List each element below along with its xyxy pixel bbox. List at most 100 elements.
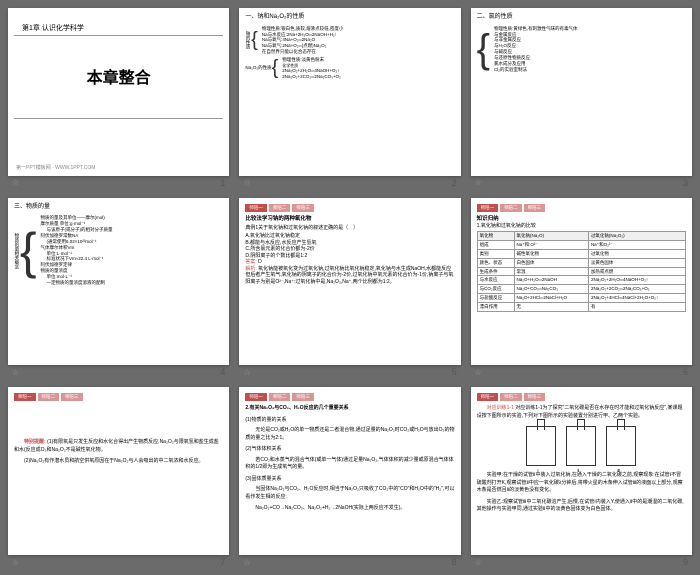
table-row: 与水反应Na₂O+H₂O═2NaOH2Na₂O₂+2H₂O═4NaOH+O₂↑ — [477, 276, 685, 285]
tab-2[interactable]: 师陪二 — [500, 204, 522, 212]
table-row: 组成Na⁺和:O²⁻Na⁺和O₂²⁻ — [477, 240, 685, 249]
slide-wrapper-8: 师陪一 师陪二 师陪三 2.有关Na₂O₂与CO₂、H₂O反应的几个重要关系 (… — [239, 387, 460, 567]
tab-1[interactable]: 师陪一 — [477, 204, 499, 212]
slide-footer-7: ☆ 7 — [8, 555, 229, 567]
tab-bar: 师陪一 师陪二 师陪三 — [245, 204, 454, 212]
tab-2[interactable]: 师陪二 — [269, 204, 291, 212]
bracket-icon: { — [272, 62, 279, 74]
page-number: 9 — [683, 557, 688, 567]
slide-footer-2: ☆ 2 — [239, 176, 460, 188]
page-number: 5 — [452, 367, 457, 377]
bracket-icon: { — [477, 37, 490, 61]
star-icon[interactable]: ☆ — [475, 368, 482, 377]
star-icon[interactable]: ☆ — [12, 178, 19, 187]
slide-2[interactable]: 一、钠和Na₂O₂的性质 钠的性质 { 物理性质:银白色,质软,熔沸点较低,密度… — [239, 8, 460, 176]
tab-3[interactable]: 师陪三 — [292, 204, 314, 212]
slide-wrapper-7: 师陪一 师陪二 师陪三 特别提醒: (1)有限氧是只发生反应和水化合得出产生物质… — [8, 387, 229, 567]
slide-wrapper-3: 二、氯的性质 { 物理性质:黄绿色,有刺激性气味的有毒气体 与金属反应 与非金属… — [471, 8, 692, 188]
table-row: 颜色、状态白色固体淡黄色固体 — [477, 258, 685, 267]
apparatus-diagram: Ⅰ Ⅱ Ⅲ — [477, 426, 686, 466]
s8-sub3: (3)固体质量关系 — [245, 476, 454, 483]
na-storage: 在自然界只能以化合态存在 — [262, 49, 344, 55]
na2o2-content: 物理性质:淡黄色粉末 化学性质 2Na₂O₂+2H₂O═4NaOH+O₂↑ 2N… — [278, 57, 341, 80]
slide-1[interactable]: 第1章 认识化学科学 本章整合 第一PPT模板网 · WWW.1PPT.COM — [8, 8, 229, 176]
table-row: 类别碱性氧化物过氧化物 — [477, 249, 685, 258]
apparatus-3: Ⅲ — [606, 426, 636, 466]
tab-2[interactable]: 师陪二 — [500, 393, 522, 401]
tab-1[interactable]: 师陪一 — [14, 393, 36, 401]
apparatus-2: Ⅱ — [566, 426, 596, 466]
tab-3[interactable]: 师陪三 — [61, 393, 83, 401]
tab-1[interactable]: 师陪一 — [477, 393, 499, 401]
slide-7[interactable]: 师陪一 师陪二 师陪三 特别提醒: (1)有限氧是只发生反应和水化合得出产生物质… — [8, 387, 229, 555]
table-row: 漂白作用无有 — [477, 302, 685, 311]
na2o2-properties-group: Na₂O₂的性质 { 物理性质:淡黄色粉末 化学性质 2Na₂O₂+2H₂O═4… — [245, 57, 454, 80]
star-icon[interactable]: ☆ — [243, 558, 250, 567]
section-heading: 二、氯的性质 — [477, 14, 686, 22]
page-number: 6 — [683, 367, 688, 377]
na-physical: 物理性质:银白色,质软,熔沸点较低,密度小 — [262, 26, 344, 32]
main-title: 本章整合 — [14, 69, 223, 90]
page-number: 3 — [683, 178, 688, 188]
question-title: 比较法学习钠的两种氧化物 — [245, 216, 454, 223]
s8-sub2: (2)气体体积关系 — [245, 446, 454, 453]
th-2: 过氧化钠(Na₂O₂) — [588, 232, 685, 241]
slide-5[interactable]: 师陪一 师陪二 师陪三 比较法学习钠的两种氧化物 典例1关于氧化钠和过氧化钠的叙… — [239, 198, 460, 366]
s8-eq: Na₂O₂+CO→Na₂CO₃、Na₂O₂+H₂→2NaOH(实际上两反应不发生… — [245, 505, 454, 513]
slide-8[interactable]: 师陪一 师陪二 师陪三 2.有关Na₂O₂与CO₂、H₂O反应的几个重要关系 (… — [239, 387, 460, 555]
apparatus-1: Ⅰ — [526, 426, 556, 466]
bottom-rule — [14, 118, 223, 119]
tab-2[interactable]: 师陪二 — [269, 393, 291, 401]
tab-3[interactable]: 师陪三 — [524, 204, 546, 212]
slide-footer-6: ☆ 6 — [471, 365, 692, 377]
tab-1[interactable]: 师陪一 — [245, 393, 267, 401]
tab-bar: 师陪一 师陪二 师陪三 — [477, 393, 686, 401]
slide-6[interactable]: 师陪一 师陪二 师陪三 知识归纳 1.氧化钠和过氧化钠的比较 氧化物 氧化钠(N… — [471, 198, 692, 366]
star-icon[interactable]: ☆ — [12, 558, 19, 567]
slide-3[interactable]: 二、氯的性质 { 物理性质:黄绿色,有刺激性气味的有毒气体 与金属反应 与非金属… — [471, 8, 692, 176]
explanation-text: 氧化钠能被氧化变为过氧化钠,过氧化钠比氧化钠稳定,氧化钠与水生成NaOH,水都能… — [245, 266, 453, 285]
comparison-table: 氧化物 氧化钠(Na₂O) 过氧化钠(Na₂O₂) 组成Na⁺和:O²⁻Na⁺和… — [477, 231, 686, 312]
answer-label: 答案: — [245, 259, 256, 265]
source-label: 第一PPT模板网 · WWW.1PPT.COM — [16, 165, 95, 172]
subtitle: 1.氧化钠和过氧化钠的比较 — [477, 223, 686, 230]
exp1: 实验甲:在干燥的试管Ⅱ中装入过氧化钠,在通入干燥的二氧化碳之前,观察现象:在试管… — [477, 472, 686, 495]
slide-wrapper-6: 师陪一 师陪二 师陪三 知识归纳 1.氧化钠和过氧化钠的比较 氧化物 氧化钠(N… — [471, 198, 692, 378]
page-number: 8 — [452, 557, 457, 567]
star-icon[interactable]: ☆ — [475, 558, 482, 567]
cl-item-6: Cl₂的实验室制法 — [494, 67, 578, 73]
cl-content: 物理性质:黄绿色,有刺激性气味的有毒气体 与金属反应 与非金属反应 与H₂O反应… — [490, 26, 578, 73]
star-icon[interactable]: ☆ — [243, 178, 250, 187]
title-rule — [14, 35, 223, 36]
tab-3[interactable]: 师陪三 — [524, 393, 546, 401]
page-number: 7 — [220, 557, 225, 567]
tab-3[interactable]: 师陪三 — [292, 393, 314, 401]
chapter-label: 第1章 认识化学科学 — [22, 24, 223, 33]
na2o2-eq2: 2Na₂O₂+2CO₂═2Na₂CO₃+O₂ — [282, 74, 341, 80]
s8-sub1: (1)物质的量的关系 — [245, 417, 454, 424]
na2o2-label: Na₂O₂的性质 — [245, 65, 271, 71]
tab-2[interactable]: 师陪二 — [38, 393, 60, 401]
cl-physical: 物理性质:黄绿色,有刺激性气味的有毒气体 — [494, 26, 578, 32]
star-icon[interactable]: ☆ — [475, 178, 482, 187]
tab-bar: 师陪一 师陪二 师陪三 — [14, 393, 223, 401]
table-row: 生成条件常温加热或点燃 — [477, 267, 685, 276]
slide-9[interactable]: 师陪一 师陪二 师陪三 对应训练1-1 对应训练1-1为了探究"二氧化碳是否在水… — [471, 387, 692, 555]
mol-content: 物质的量及其单位——摩尔(mol) 摩尔质量 单位:g·mol⁻¹ 与该原子(或… — [37, 215, 113, 285]
tip-label: 特别提醒: — [24, 439, 46, 445]
slide-wrapper-5: 师陪一 师陪二 师陪三 比较法学习钠的两种氧化物 典例1关于氧化钠和过氧化钠的叙… — [239, 198, 460, 378]
th-0: 氧化物 — [477, 232, 514, 241]
s8-p2: 若CO₂和水蒸气的混合气体(或单一气体)通过足量Na₂O₂,气体体积的减少量或原… — [245, 457, 454, 472]
slide-footer-9: ☆ 9 — [471, 555, 692, 567]
star-icon[interactable]: ☆ — [243, 368, 250, 377]
page-number: 4 — [220, 367, 225, 377]
slide-4[interactable]: 三、物质的量 物质的量相关概念 { 物质的量及其单位——摩尔(mol) 摩尔质量… — [8, 198, 229, 366]
mol-group: 物质的量相关概念 { 物质的量及其单位——摩尔(mol) 摩尔质量 单位:g·m… — [14, 215, 223, 285]
section-heading: 三、物质的量 — [14, 204, 223, 212]
star-icon[interactable]: ☆ — [12, 368, 19, 377]
slide-footer-4: ☆ 4 — [8, 365, 229, 377]
tab-1[interactable]: 师陪一 — [245, 204, 267, 212]
slide-wrapper-2: 一、钠和Na₂O₂的性质 钠的性质 { 物理性质:银白色,质软,熔沸点较低,密度… — [239, 8, 460, 188]
th-1: 氧化钠(Na₂O) — [514, 232, 588, 241]
s8-p1: 无论是CO₂或H₂O的单一物质还是二者混合物,通过足量的Na₂O₂时CO₂或H₂… — [245, 427, 454, 442]
